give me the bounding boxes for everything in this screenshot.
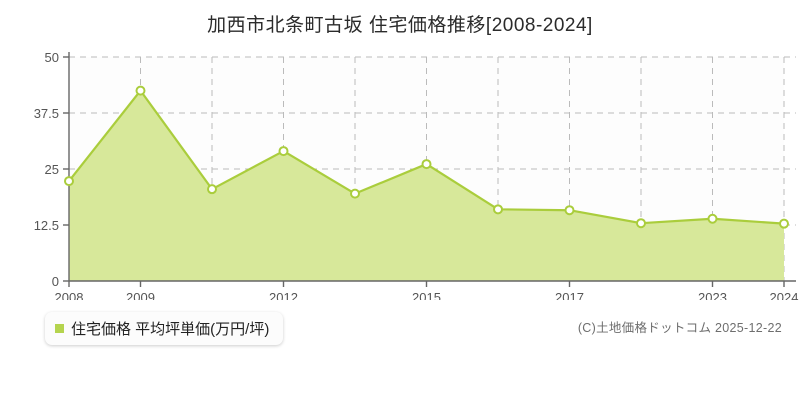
y-axis-label: 12.5: [34, 218, 59, 233]
data-point-marker[interactable]: [207, 184, 217, 195]
x-axis-label: 2012: [269, 290, 298, 300]
y-axis-label: 37.5: [34, 106, 59, 121]
series-area: [69, 90, 784, 281]
data-point-marker[interactable]: [64, 176, 74, 187]
legend-label: 住宅価格 平均坪単価(万円/坪): [71, 321, 270, 338]
data-point-marker[interactable]: [636, 218, 646, 229]
chart-svg: 0 12.5 25 37.5 50 2008 2009 2012 2015 2017 2023 202…: [34, 50, 799, 300]
data-point-marker[interactable]: [779, 218, 789, 229]
x-axis-label: 2009: [126, 290, 155, 300]
data-point-marker[interactable]: [350, 188, 360, 199]
y-axis-label: 50: [45, 50, 59, 65]
data-point-marker[interactable]: [278, 146, 289, 157]
data-point-marker[interactable]: [707, 213, 718, 224]
x-axis-label: 2023: [698, 290, 727, 300]
y-axis-label: 0: [52, 274, 59, 289]
x-axis-label: 2008: [55, 290, 84, 300]
credit-text: (C)土地価格ドットコム 2025-12-22: [577, 321, 782, 335]
y-axis-label: 25: [45, 162, 59, 177]
data-point-marker[interactable]: [564, 205, 575, 216]
data-point-marker[interactable]: [493, 204, 503, 215]
x-axis-label: 2017: [555, 290, 584, 300]
chart-legend[interactable]: 住宅価格 平均坪単価(万円/坪): [45, 312, 284, 345]
data-point-marker[interactable]: [135, 85, 146, 96]
page-title: 加西市北条町古坂 住宅価格推移[2008-2024]: [207, 15, 593, 36]
x-axis-label: 2015: [412, 290, 441, 300]
x-axis-label: 2024: [770, 290, 799, 300]
data-point-marker[interactable]: [421, 159, 432, 170]
plot-area: 0 12.5 25 37.5 50 2008 2009 2012 2015 2017 2023 202…: [0, 40, 800, 300]
legend-swatch-icon: [55, 324, 64, 333]
